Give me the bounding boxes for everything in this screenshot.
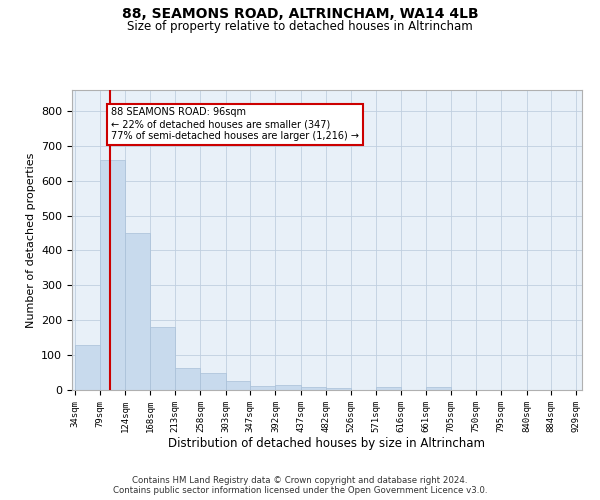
Bar <box>200 372 226 390</box>
Bar <box>301 386 326 390</box>
Bar <box>100 160 125 390</box>
Bar <box>175 368 200 390</box>
Bar <box>125 233 150 390</box>
Bar <box>150 326 175 390</box>
Bar <box>275 385 301 390</box>
Text: 88, SEAMONS ROAD, ALTRINCHAM, WA14 4LB: 88, SEAMONS ROAD, ALTRINCHAM, WA14 4LB <box>122 8 478 22</box>
Bar <box>376 387 401 390</box>
Y-axis label: Number of detached properties: Number of detached properties <box>26 152 35 328</box>
Bar <box>226 381 250 390</box>
Bar <box>75 346 100 390</box>
Text: Contains HM Land Registry data © Crown copyright and database right 2024.: Contains HM Land Registry data © Crown c… <box>132 476 468 485</box>
Bar <box>426 387 451 390</box>
Bar <box>326 388 350 390</box>
Text: Distribution of detached houses by size in Altrincham: Distribution of detached houses by size … <box>169 438 485 450</box>
Bar <box>250 386 275 390</box>
Text: 88 SEAMONS ROAD: 96sqm
← 22% of detached houses are smaller (347)
77% of semi-de: 88 SEAMONS ROAD: 96sqm ← 22% of detached… <box>111 108 359 140</box>
Text: Size of property relative to detached houses in Altrincham: Size of property relative to detached ho… <box>127 20 473 33</box>
Text: Contains public sector information licensed under the Open Government Licence v3: Contains public sector information licen… <box>113 486 487 495</box>
